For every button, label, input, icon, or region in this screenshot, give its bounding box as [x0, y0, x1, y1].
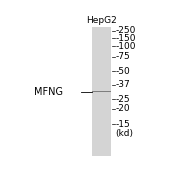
Text: -37: -37: [115, 80, 130, 89]
Text: -25: -25: [115, 95, 130, 104]
Text: -250: -250: [115, 26, 136, 35]
Text: -100: -100: [115, 42, 136, 51]
Text: -150: -150: [115, 34, 136, 43]
Text: -15: -15: [115, 120, 130, 129]
Text: -50: -50: [115, 67, 130, 76]
Text: -20: -20: [115, 104, 130, 113]
Text: MFNG: MFNG: [34, 87, 63, 97]
Text: (kd): (kd): [115, 129, 133, 138]
Text: HepG2: HepG2: [86, 16, 117, 25]
Bar: [92, 27, 111, 156]
Text: -75: -75: [115, 52, 130, 61]
